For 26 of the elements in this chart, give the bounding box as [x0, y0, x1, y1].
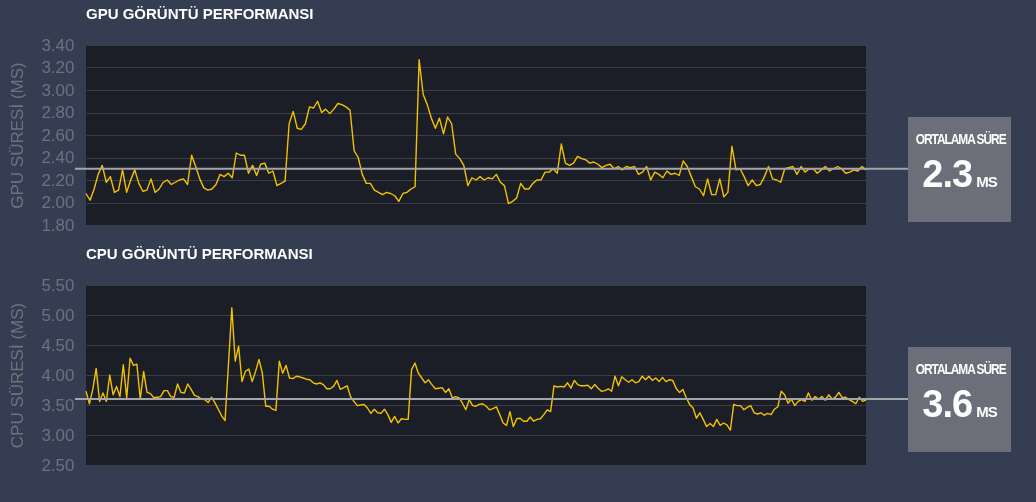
- y-tick-label: 1.80: [41, 215, 75, 235]
- y-tick-label: 2.20: [41, 170, 75, 190]
- y-tick-label: 3.00: [41, 80, 75, 100]
- y-tick-label: 3.00: [41, 425, 75, 445]
- y-axis-title: GPU SÜRESİ (MS): [8, 62, 28, 209]
- info-box: ORTALAMA SÜRE 3.6 MS: [908, 347, 1011, 452]
- y-tick-label: 5.50: [41, 275, 75, 295]
- y-tick-label: 3.40: [41, 35, 75, 55]
- info-box: ORTALAMA SÜRE 2.3 MS: [908, 116, 1011, 222]
- y-tick-label: 4.00: [41, 365, 75, 385]
- ref-line-label: ORTALAMA SÜRE: [915, 130, 1006, 147]
- y-tick-label: 2.00: [41, 193, 75, 212]
- y-tick-label: 2.50: [41, 455, 75, 475]
- line-series: [85, 58, 867, 205]
- y-tick-label: 2.80: [41, 103, 75, 122]
- line-series: [85, 307, 867, 431]
- y-tick-label: 2.60: [41, 125, 75, 145]
- y-axis-title: CPU SÜRESİ (MS): [8, 302, 28, 449]
- chart-title: CPU GÖRÜNTÜ PERFORMANSI: [86, 245, 313, 262]
- y-tick-label: 3.50: [41, 395, 75, 415]
- y-tick-label: 2.40: [41, 148, 75, 167]
- y-tick-label: 5.00: [41, 305, 75, 325]
- ref-line-label: ORTALAMA SÜRE: [915, 361, 1006, 377]
- y-tick-label: 3.20: [41, 58, 75, 77]
- y-tick-label: 4.50: [41, 335, 75, 355]
- chart-title: GPU GÖRÜNTÜ PERFORMANSI: [86, 5, 314, 22]
